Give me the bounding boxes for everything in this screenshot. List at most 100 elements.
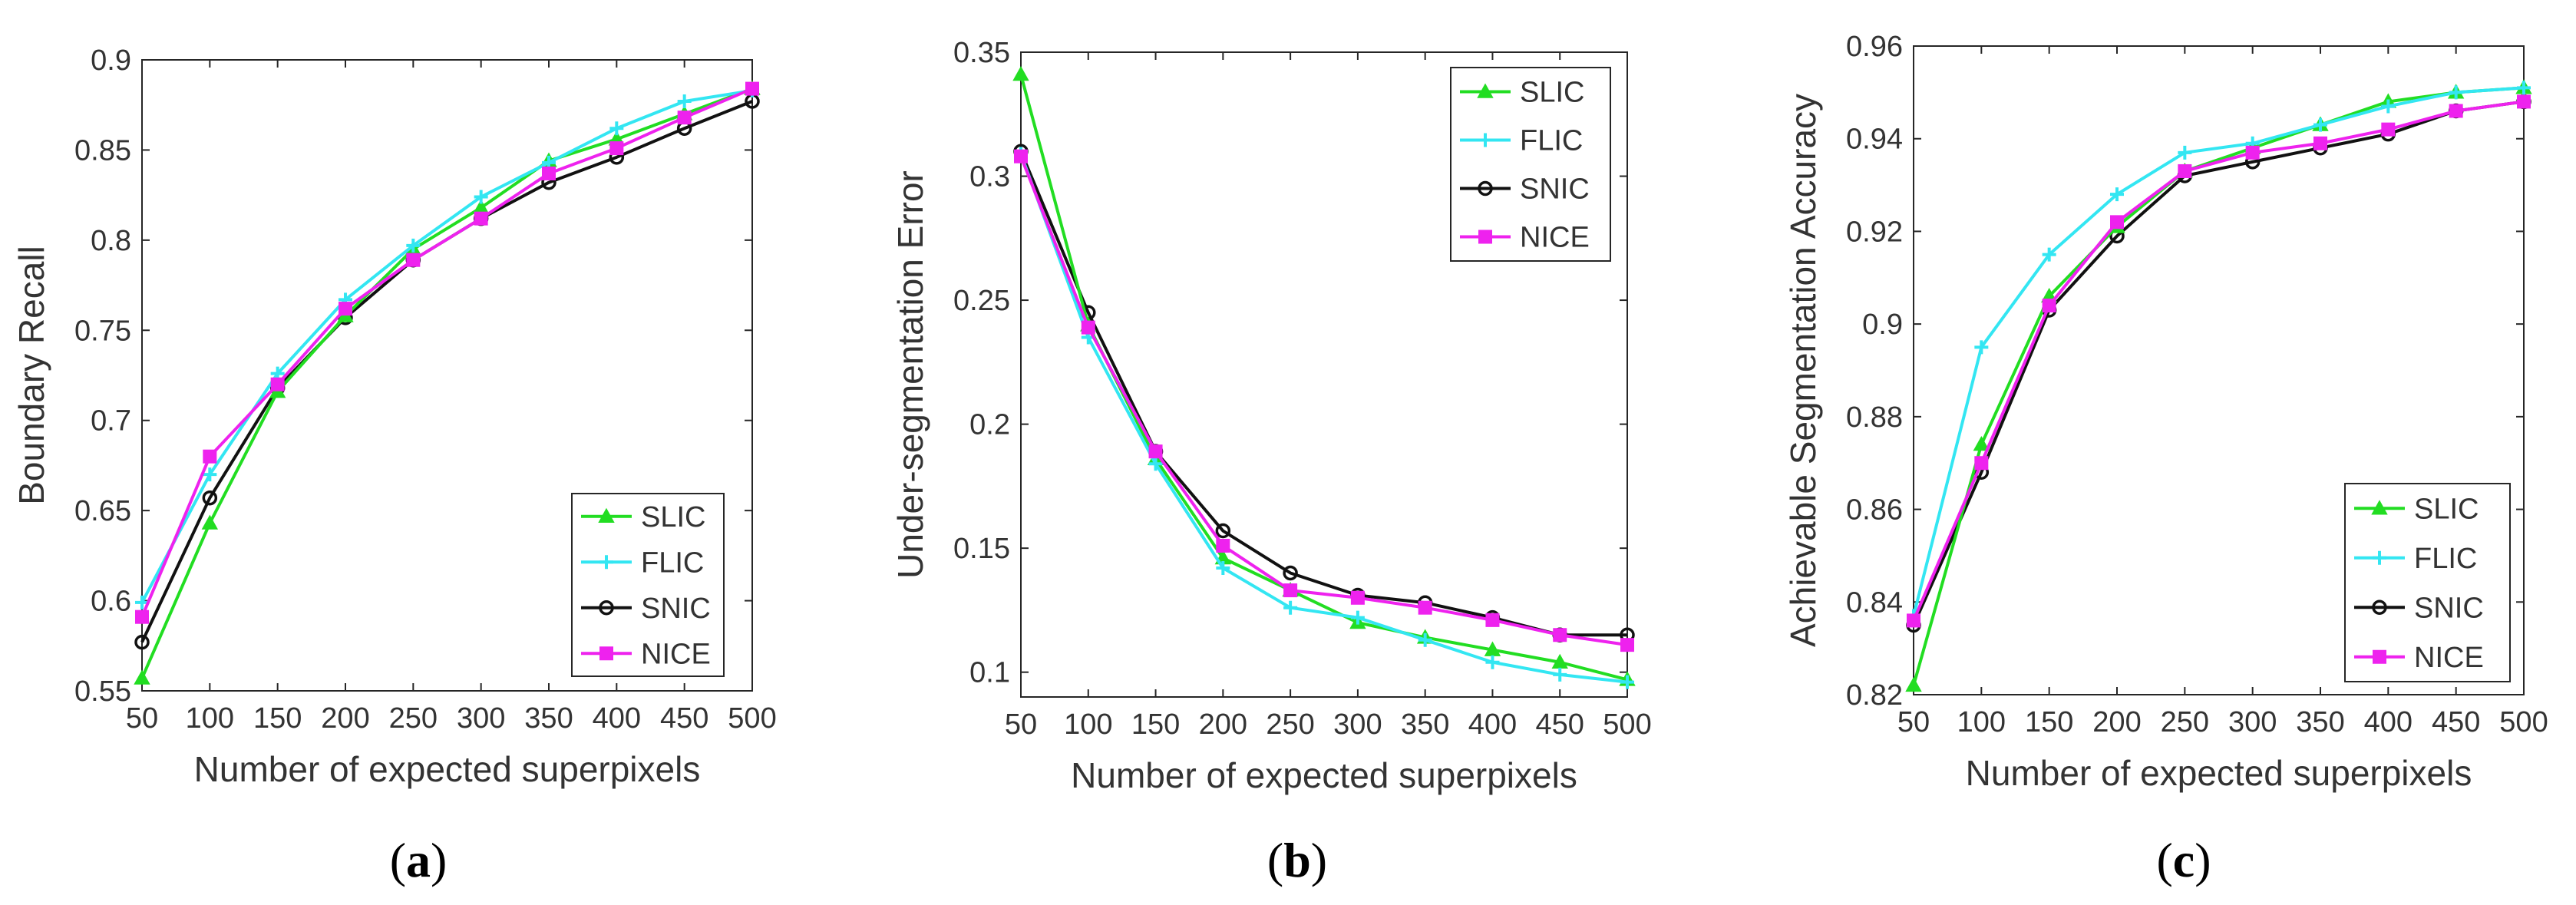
panel-c-point-flic: [2517, 81, 2531, 95]
panel-c-ytick-label: 0.86: [1846, 494, 1903, 527]
panel-b-xtick-label: 150: [1131, 708, 1180, 741]
panel-c-series-flic: [1907, 81, 2531, 623]
panel-b-legend-marker-flic: [1478, 133, 1492, 147]
panel-a-point-nice: [609, 141, 624, 156]
panel-c-legend-marker-nice: [2373, 649, 2386, 664]
panel-b-point-flic: [1350, 610, 1365, 625]
panel-c-line-slic: [1912, 86, 2525, 686]
panel-a-ytick-label: 0.7: [91, 405, 131, 438]
panel-b-legend-label-nice: NICE: [1520, 222, 1590, 254]
panel-a-legend-label-slic: SLIC: [641, 501, 705, 533]
panel-a-point-slic: [201, 514, 219, 530]
panel-b-xtick-label: 250: [1266, 708, 1314, 741]
panel-a-xtick-label: 150: [253, 702, 302, 735]
panel-c-point-flic: [2178, 145, 2192, 160]
panel-a: 50 100 150 200 250 300 350 400 450 500 0.55 0.6 0.65…: [12, 45, 777, 887]
panel-a-line-flic: [140, 88, 753, 603]
panel-b-ytick-label: 0.1: [969, 657, 1010, 689]
panel-c-ytick-label: 0.84: [1846, 586, 1903, 619]
panel-c-point-nice: [2245, 145, 2260, 160]
panel-b-xtick-label: 100: [1064, 708, 1112, 741]
panel-c-xtick-label: 100: [1957, 706, 2006, 738]
panel-b-point-nice: [1553, 628, 1567, 642]
panel-b-point-flic: [1485, 655, 1500, 669]
panel-b-point-flic: [1553, 667, 1567, 682]
panel-b-xtick-label: 450: [1536, 708, 1584, 741]
panel-a-ytick-label: 0.6: [91, 586, 131, 618]
panel-b-legend-marker-nice: [1478, 230, 1492, 244]
panel-a-legend-marker-snic: [599, 600, 614, 616]
panel-c-xlabel: Number of expected superpixels: [1966, 753, 2472, 793]
panel-b-xtick-label: 200: [1199, 708, 1247, 741]
panel-a-xlabel: Number of expected superpixels: [194, 749, 701, 789]
panel-c-xtick-label: 150: [2025, 706, 2073, 738]
panel-a-legend-marker-nice: [599, 646, 613, 661]
panel-a-legend-label-flic: FLIC: [641, 547, 704, 579]
panel-a-point-nice: [474, 211, 488, 226]
panel-c-ylabel: Achievable Segmentation Accuracy: [1783, 94, 1823, 647]
panel-c-ytick-label: 0.96: [1846, 31, 1903, 63]
panel-a-point-nice: [542, 166, 556, 180]
panel-a-legend: SLIC FLIC SNIC NICE: [571, 493, 725, 677]
panel-c-legend-label-snic: SNIC: [2414, 592, 2484, 624]
panel-b-xtick-label: 500: [1603, 708, 1651, 741]
panel-c-ytick-label: 0.88: [1846, 401, 1903, 434]
panel-b-line-flic: [1019, 153, 1628, 684]
panel-a-ylabel: Boundary Recall: [12, 246, 51, 505]
panel-c-ytick-label: 0.94: [1846, 124, 1903, 156]
panel-b-point-flic: [1148, 457, 1163, 471]
panel-b-point-flic: [1283, 600, 1298, 615]
panel-a-ytick-label: 0.8: [91, 225, 131, 257]
panel-c-xtick-label: 500: [2499, 706, 2548, 738]
panel-b-legend: SLIC FLIC SNIC NICE: [1450, 67, 1611, 262]
panel-c-point-slic: [1905, 676, 1922, 692]
panel-c: 50 100 150 200 250 300 350 400 450 500 0.82 0.84 0.8…: [1783, 31, 2548, 887]
panel-a-point-flic: [609, 121, 624, 136]
panel-c-point-nice: [2042, 299, 2056, 312]
panel-b-ytick-label: 0.3: [969, 161, 1010, 193]
panel-a-point-snic: [134, 634, 150, 650]
panel-a-line-slic: [140, 87, 753, 679]
panel-c-point-nice: [2110, 215, 2124, 230]
panel-b-point-nice: [1485, 613, 1500, 627]
panel-a-point-nice: [135, 609, 149, 624]
panel-a-series-nice: [135, 81, 759, 624]
panel-a-point-flic: [203, 467, 217, 482]
panel-b-legend-marker-snic: [1478, 180, 1493, 197]
panel-a-ytick-label: 0.75: [74, 315, 131, 347]
panel-a-legend-marker-slic: [598, 507, 615, 523]
panel-b-point-flic: [1418, 633, 1432, 647]
panel-b-point-slic: [1012, 66, 1029, 81]
panel-b-point-flic: [1216, 561, 1230, 575]
panel-b-point-snic: [1215, 523, 1231, 539]
panel-b-series-flic: [1014, 147, 1634, 689]
panel-c-legend-box: [2344, 483, 2511, 682]
panel-b-ytick-label: 0.2: [969, 409, 1010, 441]
panel-a-caption-close: ): [431, 833, 447, 887]
panel-c-legend-label-flic: FLIC: [2414, 543, 2477, 575]
panel-b-point-flic: [1620, 675, 1634, 689]
panel-b-point-nice: [1620, 638, 1634, 652]
panel-c-legend-label-nice: NICE: [2414, 642, 2484, 674]
panel-b-legend-marker-slic: [1477, 83, 1494, 98]
panel-a-point-nice: [745, 81, 759, 96]
panel-b-xtick-label: 300: [1333, 708, 1382, 741]
panel-b-legend-label-slic: SLIC: [1520, 77, 1584, 109]
panel-a-legend-label-snic: SNIC: [641, 593, 711, 625]
panel-b-point-nice: [1148, 444, 1163, 459]
panel-a-xtick-label: 200: [321, 702, 369, 735]
panel-b-ytick-label: 0.15: [953, 533, 1010, 565]
panel-c-legend: SLIC FLIC SNIC NICE: [2344, 483, 2511, 682]
panel-a-point-snic: [202, 490, 218, 506]
panel-a-point-slic: [134, 669, 150, 685]
panel-b-caption-open: (: [1267, 833, 1283, 887]
panel-b-xlabel: Number of expected superpixels: [1071, 755, 1577, 795]
panel-c-xtick-label: 200: [2092, 706, 2141, 738]
panel-c-ytick-label: 0.82: [1846, 679, 1903, 712]
panel-b-ylabel: Under-segmentation Error: [890, 170, 930, 579]
panel-a-xtick-label: 350: [524, 702, 573, 735]
panel-b-xtick-label: 50: [1005, 708, 1037, 741]
panel-c-point-nice: [2381, 122, 2396, 137]
panel-a-legend-marker-flic: [599, 555, 613, 570]
panel-b-line-nice: [1019, 155, 1628, 647]
